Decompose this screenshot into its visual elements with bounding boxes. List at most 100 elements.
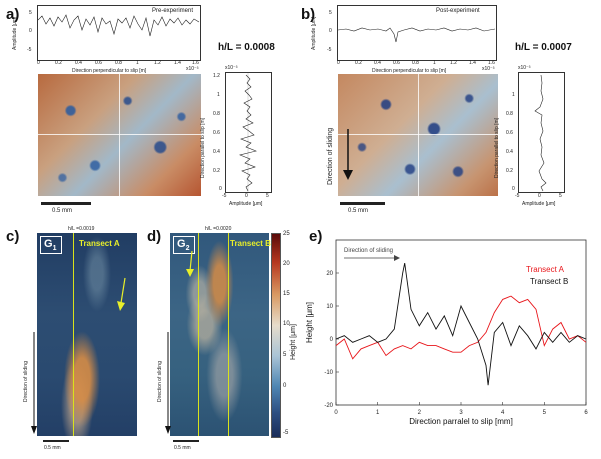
panel-b-sliding-arrow — [343, 129, 353, 180]
panel-b-hl-ratio: h/L = 0.0007 — [515, 42, 572, 53]
panel-e-y-tick-label: 20 — [326, 271, 333, 277]
panel-a-side-x-tick: 5 — [266, 193, 269, 199]
panel-b-profile-line — [337, 27, 496, 43]
panel-b-side-y-tick: 0 — [512, 186, 515, 192]
panel-b-x-tick: 1 — [433, 60, 436, 66]
panel-c-scale-label: 0.5 mm — [44, 445, 61, 451]
panel-e-y-axis-label: Height [μm] — [305, 302, 314, 343]
panel-e-label: e) — [309, 228, 323, 245]
panel-a-side-line — [239, 74, 257, 192]
panel-e-y-tick-label: 10 — [326, 304, 333, 310]
panel-d-scale-label: 0.5 mm — [174, 445, 191, 451]
panel-e-y-tick-label: 0 — [330, 337, 334, 343]
panel-a-scale-label: 0.5 mm — [52, 208, 73, 214]
panel-c-sliding-label: Direction of sliding — [23, 361, 29, 402]
panel-e-x-tick-label: 4 — [501, 410, 505, 416]
panel-c-hl-ratio: h/L =0.0019 — [68, 226, 95, 232]
colorbar-tick: 0 — [283, 383, 287, 389]
panel-b-profile-svg — [337, 27, 496, 43]
panel-d-sliding-arrow — [165, 332, 171, 434]
panel-a-side-y-label: Direction parallel to slip [m] — [200, 117, 206, 178]
panel-b-x-exp: x10⁻³ — [482, 66, 495, 72]
panel-e-sliding-label: Direction of sliding — [344, 248, 393, 254]
panel-b-y-label: Amplitude [μm] — [311, 16, 317, 50]
panel-d-sliding-label: Direction of sliding — [157, 361, 163, 402]
panel-b-side-plot — [518, 72, 565, 193]
panel-e-series-line-transect-b — [335, 263, 587, 386]
colorbar-tick: -5 — [283, 430, 289, 436]
panel-b-side-x-tick: -5 — [515, 193, 520, 199]
panel-b-x-tick: 0.8 — [412, 60, 419, 66]
panel-c-yellow-arrow — [117, 277, 126, 311]
panel-e-x-tick-label: 1 — [376, 410, 380, 416]
colorbar-tick: 15 — [283, 291, 290, 297]
panel-b-side-x-label: Amplitude [μm] — [522, 201, 556, 207]
panel-b-side-svg — [534, 74, 547, 192]
panel-b-y-tick: 5 — [329, 10, 332, 16]
panel-d-height-map: G2 Transect B — [170, 233, 271, 436]
panel-a-profile-line — [37, 14, 200, 37]
colorbar-tick: 20 — [283, 261, 290, 267]
panel-e-chart: 0 1 2 3 4 5 6 -20 -10 0 10 20 Direction parralel to … — [305, 239, 588, 426]
panel-a-y-label: Amplitude [μm] — [12, 16, 18, 50]
panel-e-y-tick-label: -10 — [324, 370, 333, 376]
panel-b-x-tick: 0 — [337, 60, 340, 66]
panel-a-y-tick: -5 — [27, 47, 32, 53]
panel-d-transect-line-1 — [198, 233, 199, 436]
panel-b-side-exp: x10⁻³ — [518, 65, 531, 71]
panel-a-side-y-tick: 0 — [219, 186, 222, 192]
panel-b-side-y-tick: 1 — [512, 92, 515, 98]
panel-d-yellow-arrow — [186, 250, 194, 277]
panel-a-side-y-tick: 0.4 — [213, 149, 220, 155]
panel-b-x-label: Direction perpendicular to slip [m] — [372, 68, 447, 74]
panel-e-legend-transect-b: Transect B — [530, 277, 568, 286]
panel-a-profile-plot — [37, 5, 201, 61]
panel-b-side-y-tick: 0.8 — [506, 111, 513, 117]
panel-a-side-y-tick: 0.8 — [213, 111, 220, 117]
panel-b-y-tick: 0 — [329, 28, 332, 34]
panel-a-gridline — [38, 134, 201, 135]
panel-a-x-tick: 0.4 — [75, 60, 82, 66]
panel-d-scale-bar — [173, 440, 199, 442]
panel-b-x-tick: 1.2 — [450, 60, 457, 66]
panel-c-height-map: G1 Transect A — [37, 233, 137, 436]
panel-a-side-y-tick: 0.6 — [213, 130, 220, 136]
panel-a-profile-svg — [37, 14, 200, 37]
panel-a-side-x-label: Amplitude [μm] — [229, 201, 263, 207]
panel-a-x-tick: 1 — [136, 60, 139, 66]
panel-c-transect-label: Transect A — [79, 239, 120, 248]
panel-b-label: b) — [301, 6, 316, 23]
panel-a-x-label: Direction perpendicular to slip [m] — [72, 68, 147, 74]
panel-b-x-tick: 0.4 — [374, 60, 381, 66]
colorbar-tick: 25 — [283, 231, 290, 237]
panel-c-label: c) — [6, 228, 20, 245]
panel-d-hl-ratio: h/L =0.0020 — [205, 226, 232, 232]
panel-e-x-tick-label: 0 — [334, 410, 338, 416]
panel-b-side-y-tick: 0.4 — [506, 149, 513, 155]
panel-a-x-tick: 0 — [37, 60, 40, 66]
panel-a-surface-image — [38, 74, 201, 196]
panel-b-sliding-label: Direction of sliding — [327, 127, 334, 185]
panel-a-x-tick: 0.6 — [95, 60, 102, 66]
colorbar-label: Height [μm] — [290, 324, 297, 360]
panel-e-y-tick-label: -20 — [324, 403, 333, 409]
panel-b-x-tick: 1.6 — [488, 60, 495, 66]
panel-a-side-plot — [225, 72, 272, 193]
panel-b-side-line — [534, 74, 547, 192]
panel-b-x-tick: 1.4 — [469, 60, 476, 66]
panel-b-x-tick: 0.2 — [355, 60, 362, 66]
panel-a-side-x-tick: 0 — [245, 193, 248, 199]
panel-b-profile-title: Post-experiment — [436, 8, 480, 14]
panel-a-x-tick: 0.2 — [55, 60, 62, 66]
panel-e-legend-transect-a: Transect A — [526, 265, 565, 274]
panel-b-scale-label: 0.5 mm — [348, 208, 369, 214]
panel-a-x-tick: 0.8 — [115, 60, 122, 66]
panel-b-side-y-tick: 0.6 — [506, 130, 513, 136]
panel-a-y-tick: 5 — [29, 10, 32, 16]
panel-d-transect-line-2 — [228, 233, 229, 436]
panel-b-x-tick: 0.6 — [393, 60, 400, 66]
panel-a-hl-ratio: h/L = 0.0008 — [218, 42, 275, 53]
panel-a-side-y-tick: 1 — [217, 92, 220, 98]
panel-e-x-tick-label: 3 — [459, 410, 463, 416]
panel-b-surface-image — [338, 74, 498, 196]
